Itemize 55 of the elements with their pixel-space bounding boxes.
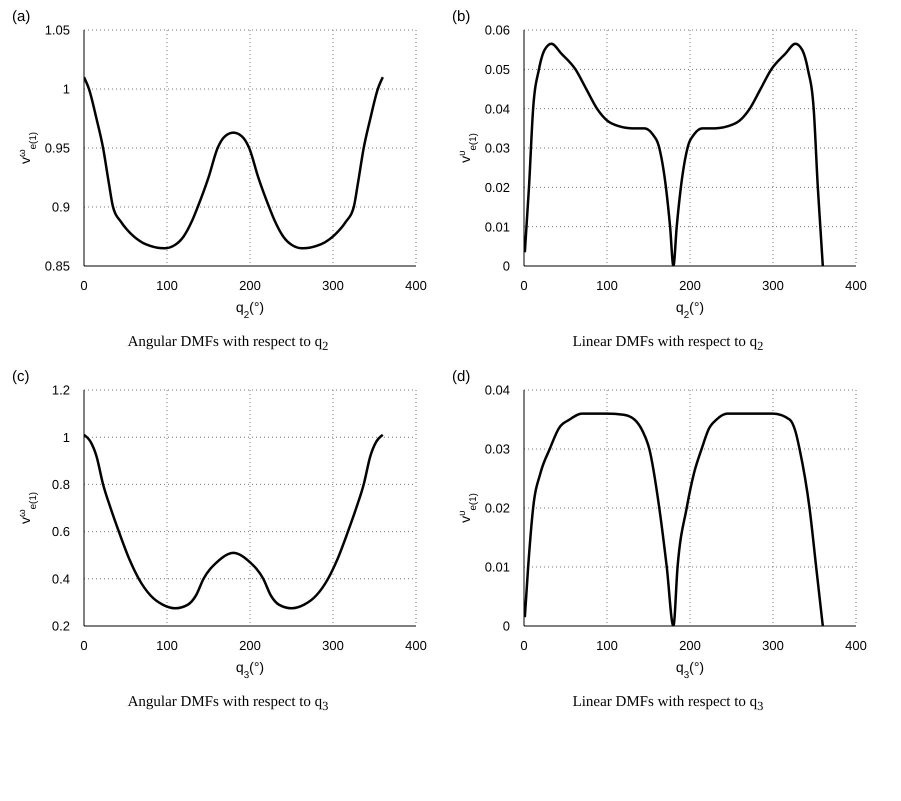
x-tick-label: 400 (845, 278, 867, 294)
x-tick-label: 100 (156, 278, 178, 294)
x-tick-label: 200 (679, 638, 701, 654)
text: Angular DMFs with respect to q$_{2}$ (126, 334, 330, 354)
x-tick-label: 100 (596, 278, 618, 294)
chart-title: (d) (452, 368, 470, 385)
x-tick-label: 100 (596, 638, 618, 654)
y-tick-label: 0.04 (484, 101, 510, 116)
y-tick-label: 1.05 (44, 22, 70, 38)
x-tick-label: 0 (80, 278, 88, 294)
x-tick-label: 200 (679, 278, 701, 294)
y-tick-label: 0.01 (484, 219, 510, 234)
x-axis-title: q$_{3}$(°) (236, 659, 264, 680)
y-tick-label: 0.04 (484, 382, 510, 398)
y-tick-label: 0.03 (484, 442, 510, 457)
y-tick-label: 1 (62, 82, 70, 97)
y-tick-label: 0.02 (484, 180, 510, 195)
chart-title: (c) (12, 368, 30, 385)
text: Angular DMFs with respect to q$_{3}$ (126, 694, 330, 714)
chart-title: (b) (452, 8, 470, 25)
y-tick-label: 1 (62, 430, 70, 445)
x-tick-label: 200 (239, 638, 261, 654)
x-tick-label: 300 (322, 638, 344, 654)
x-tick-label: 400 (845, 638, 867, 654)
y-tick-label: 0.01 (484, 560, 510, 575)
y-tick-label: 0.6 (52, 524, 70, 540)
x-axis-title: q$_{3}$(°) (676, 659, 704, 680)
y-tick-label: 0.2 (52, 618, 70, 634)
y-tick-label: 0.03 (484, 140, 510, 156)
x-tick-label: 300 (322, 278, 344, 294)
y-tick-label: 0.02 (484, 500, 510, 516)
x-tick-label: 100 (156, 638, 178, 654)
x-axis-title: q$_{2}$(°) (236, 299, 264, 320)
y-tick-label: 0 (502, 618, 510, 634)
y-tick-label: 0.05 (484, 62, 510, 77)
y-tick-label: 0.9 (52, 200, 70, 215)
text: Linear DMFs with respect to q$_{3}$ (572, 694, 764, 714)
y-tick-label: 0 (502, 258, 510, 274)
y-tick-label: 0.85 (44, 258, 70, 274)
y-tick-label: 0.8 (52, 477, 70, 492)
x-tick-label: 0 (520, 278, 528, 294)
x-tick-label: 400 (405, 638, 427, 654)
x-tick-label: 400 (405, 278, 427, 294)
x-tick-label: 300 (762, 638, 784, 654)
y-tick-label: 1.2 (52, 382, 70, 398)
text: Linear DMFs with respect to q$_{2}$ (572, 334, 764, 354)
chart-title: (a) (12, 8, 30, 25)
y-tick-label: 0.4 (52, 571, 70, 586)
x-tick-label: 0 (520, 638, 528, 654)
x-tick-label: 0 (80, 638, 88, 654)
y-tick-label: 0.06 (484, 22, 510, 38)
x-axis-title: q$_{2}$(°) (676, 299, 704, 320)
y-tick-label: 0.95 (44, 140, 70, 156)
x-tick-label: 300 (762, 278, 784, 294)
x-tick-label: 200 (239, 278, 261, 294)
